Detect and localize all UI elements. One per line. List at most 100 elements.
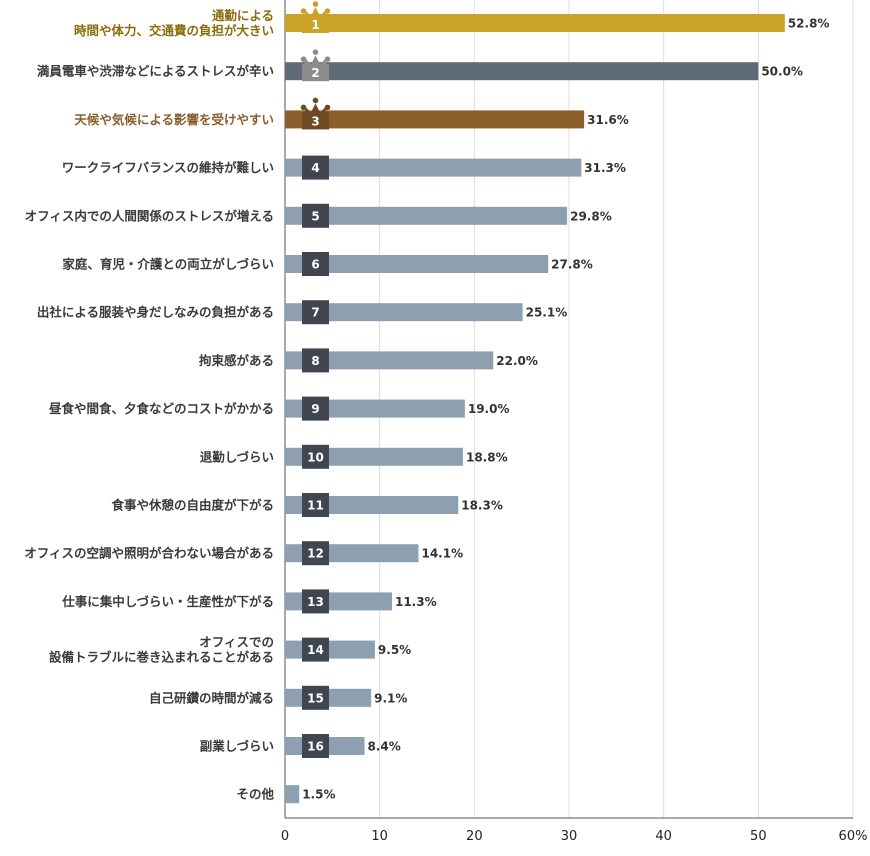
rank-number: 13 bbox=[307, 595, 324, 609]
rank-badge bbox=[302, 300, 329, 325]
crown-jewel-icon bbox=[324, 104, 331, 111]
bar-row: 14.1% オフィスの空調や照明が合わない場合がある 12 bbox=[24, 541, 463, 566]
rank-number: 1 bbox=[311, 18, 319, 32]
value-label: 19.0% bbox=[468, 402, 510, 416]
crown-jewel-icon bbox=[312, 1, 319, 7]
bar-row: 19.0% 昼食や間食、夕食などのコストがかかる 9 bbox=[48, 396, 510, 421]
crown-jewel-icon bbox=[312, 49, 319, 55]
rank-number: 14 bbox=[307, 643, 324, 657]
bar-row: 8.4% 副業しづらい 16 bbox=[200, 734, 401, 758]
bar-row: 22.0% 拘束感がある 8 bbox=[199, 348, 538, 373]
x-tick-label: 30 bbox=[561, 829, 578, 844]
rank-number: 3 bbox=[311, 114, 319, 128]
rank-badge bbox=[302, 155, 329, 180]
rank-badge bbox=[302, 589, 329, 614]
category-label: 食事や休憩の自由度が下がる bbox=[110, 498, 274, 513]
value-label: 14.1% bbox=[421, 547, 463, 561]
bar-row: 25.1% 出社による服装や身だしなみの負担がある 7 bbox=[37, 300, 568, 325]
crown-icon bbox=[304, 7, 327, 17]
crown-jewel-icon bbox=[300, 104, 307, 111]
bar bbox=[285, 14, 785, 32]
category-label: 退勤しづらい bbox=[200, 449, 274, 464]
bar bbox=[285, 351, 494, 370]
category-label: 出社による服装や身だしなみの負担がある bbox=[37, 305, 274, 320]
bar-row: 31.3% ワークライフバランスの維持が難しい 4 bbox=[62, 155, 626, 180]
bar bbox=[285, 158, 582, 177]
category-label: オフィスの空調や照明が合わない場合がある bbox=[24, 546, 274, 561]
rank-number: 7 bbox=[311, 306, 319, 320]
rank-badge bbox=[302, 493, 329, 517]
category-label: 設備トラブルに巻き込まれることがある bbox=[49, 650, 274, 665]
category-label: 満員電車や渋滞などによるストレスが辛い bbox=[37, 64, 274, 79]
value-label: 29.8% bbox=[570, 209, 612, 223]
rank-badge bbox=[302, 16, 329, 33]
value-label: 8.4% bbox=[368, 740, 401, 754]
bar bbox=[285, 206, 568, 225]
bar-row: 18.3% 食事や休憩の自由度が下がる 11 bbox=[110, 493, 503, 517]
x-tick-label: 20 bbox=[466, 829, 483, 844]
rank-badge bbox=[302, 203, 329, 228]
category-label: 仕事に集中しづらい・生産性が下がる bbox=[61, 594, 274, 609]
value-label: 25.1% bbox=[526, 306, 568, 320]
crown-icon bbox=[304, 103, 327, 114]
rank-number: 10 bbox=[307, 450, 324, 464]
rank-badge bbox=[302, 396, 329, 421]
crown-jewel-icon bbox=[324, 8, 331, 14]
category-label: 自己研鑽の時間が減る bbox=[149, 690, 274, 705]
value-label: 9.5% bbox=[378, 643, 411, 657]
bar-row: 18.8% 退勤しづらい 10 bbox=[200, 444, 508, 469]
bar-row: 31.6% 天候や気候による影響を受けやすい 3 bbox=[74, 97, 629, 130]
bar-row: 1.5% その他 bbox=[236, 785, 335, 804]
rank-number: 6 bbox=[311, 258, 319, 272]
rank-number: 16 bbox=[307, 740, 324, 754]
x-tick-label: 40 bbox=[655, 829, 672, 844]
value-label: 18.3% bbox=[461, 499, 503, 513]
bar-row: 27.8% 家庭、育児・介護との両立がしづらい 6 bbox=[62, 252, 593, 276]
x-tick-label: 60% bbox=[839, 829, 868, 844]
value-label: 18.8% bbox=[466, 450, 508, 464]
rank-number: 12 bbox=[307, 547, 324, 561]
bar bbox=[285, 399, 465, 418]
rank-badge bbox=[302, 734, 329, 758]
category-label: 時間や体力、交通費の負担が大きい bbox=[74, 23, 274, 38]
bar bbox=[285, 592, 392, 611]
value-label: 31.6% bbox=[587, 113, 629, 127]
x-tick-label: 10 bbox=[371, 829, 388, 844]
bar bbox=[285, 447, 463, 466]
bar-row: 29.8% オフィス内での人間関係のストレスが増える 5 bbox=[25, 203, 612, 228]
rank-badge bbox=[302, 112, 329, 130]
category-label: ワークライフバランスの維持が難しい bbox=[62, 160, 274, 175]
category-label: 副業しづらい bbox=[200, 739, 274, 754]
crown-icon bbox=[304, 55, 327, 66]
rank-badge bbox=[302, 64, 329, 82]
rank-badge bbox=[302, 252, 329, 276]
rank-badge bbox=[302, 637, 329, 662]
rank-number: 8 bbox=[311, 354, 319, 368]
bar bbox=[285, 303, 523, 322]
value-label: 52.8% bbox=[788, 17, 830, 31]
x-tick-label: 50 bbox=[750, 829, 767, 844]
value-label: 50.0% bbox=[761, 65, 803, 79]
value-label: 31.3% bbox=[584, 161, 626, 175]
category-label: 通勤による bbox=[212, 8, 274, 23]
rank-number: 5 bbox=[311, 209, 319, 223]
bar-row: 11.3% 仕事に集中しづらい・生産性が下がる 13 bbox=[61, 589, 437, 614]
rank-number: 4 bbox=[311, 161, 319, 175]
crown-jewel-icon bbox=[312, 97, 319, 104]
bar bbox=[285, 62, 759, 81]
category-label: 昼食や間食、夕食などのコストがかかる bbox=[48, 401, 274, 416]
rank-number: 11 bbox=[307, 499, 324, 513]
bar-row: 9.1% 自己研鑽の時間が減る 15 bbox=[149, 685, 407, 710]
value-label: 27.8% bbox=[551, 258, 593, 272]
bar-row: 50.0% 満員電車や渋滞などによるストレスが辛い 2 bbox=[37, 49, 803, 82]
crown-jewel-icon bbox=[324, 56, 331, 62]
category-label: オフィスでの bbox=[199, 635, 274, 650]
rank-badge bbox=[302, 444, 329, 469]
bar bbox=[285, 255, 549, 273]
crown-jewel-icon bbox=[300, 56, 307, 62]
category-label: その他 bbox=[236, 787, 274, 802]
rank-badge bbox=[302, 541, 329, 566]
